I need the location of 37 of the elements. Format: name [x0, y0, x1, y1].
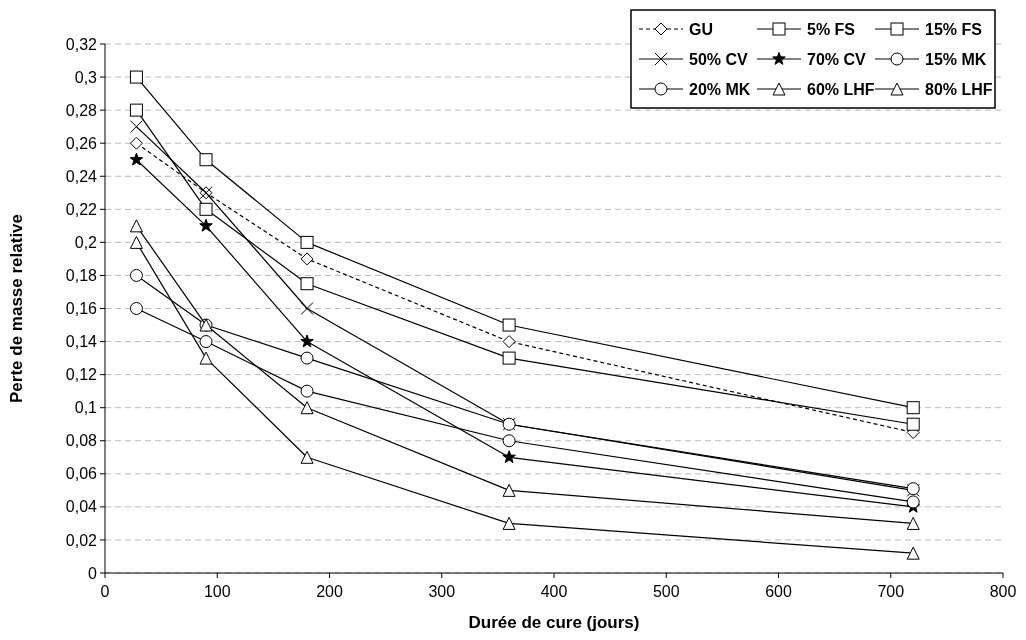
- x-tick-label: 500: [652, 583, 680, 600]
- legend-label: 20% MK: [689, 80, 751, 98]
- y-tick-label: 0,28: [65, 101, 98, 119]
- y-tick-label: 0,04: [65, 498, 98, 516]
- legend-label: GU: [689, 20, 713, 38]
- y-tick-label: 0,14: [65, 333, 98, 351]
- legend-label: 5% FS: [807, 20, 856, 38]
- y-tick-label: 0,08: [65, 432, 98, 450]
- y-tick-label: 0,1: [74, 399, 98, 417]
- legend-label: 15% FS: [925, 20, 983, 38]
- x-tick-label: 800: [989, 583, 1017, 600]
- y-tick-label: 0,12: [65, 366, 98, 384]
- x-tick-label: 300: [428, 583, 456, 600]
- legend-label: 15% MK: [925, 50, 987, 68]
- y-tick-label: 0,02: [65, 531, 98, 549]
- x-tick-label: 0: [100, 583, 110, 600]
- y-tick-label: 0,22: [65, 200, 98, 218]
- y-tick-label: 0,06: [65, 465, 98, 483]
- x-tick-label: 700: [877, 583, 905, 600]
- x-tick-label: 200: [316, 583, 343, 600]
- legend-label: 70% CV: [807, 50, 867, 68]
- x-tick-label: 600: [765, 583, 792, 600]
- x-tick-label: 100: [203, 583, 231, 600]
- x-tick-label: 400: [540, 583, 568, 600]
- y-tick-label: 0,32: [65, 35, 98, 53]
- y-tick-label: 0,24: [65, 167, 98, 185]
- legend-label: 80% LHF: [925, 80, 993, 98]
- y-axis-title: Perte de masse relative: [7, 213, 26, 404]
- y-tick-label: 0,16: [65, 300, 98, 318]
- y-tick-label: 0: [88, 564, 98, 582]
- y-tick-label: 0,3: [74, 68, 98, 86]
- x-axis-title: Durée de cure (jours): [468, 613, 640, 632]
- y-tick-label: 0,2: [74, 233, 98, 251]
- legend-label: 60% LHF: [807, 80, 875, 98]
- y-tick-label: 0,26: [65, 134, 98, 152]
- y-tick-label: 0,18: [65, 267, 98, 285]
- legend-label: 50% CV: [689, 50, 749, 68]
